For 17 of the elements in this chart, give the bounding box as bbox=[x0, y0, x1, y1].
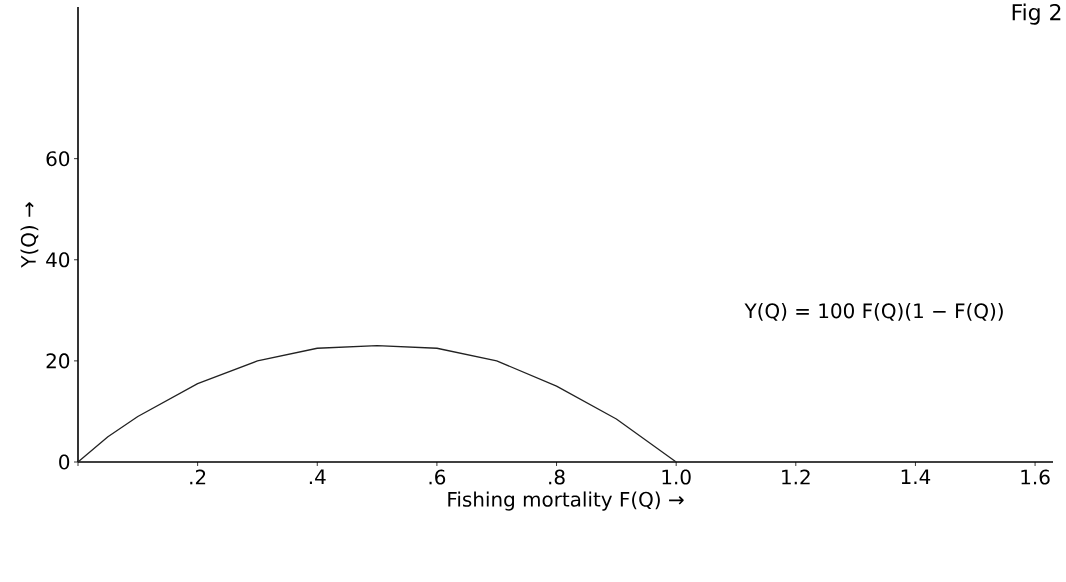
y-tick-label: 60 bbox=[46, 151, 70, 167]
x-tick-label: .4 bbox=[309, 469, 326, 485]
y-tick-label: 0 bbox=[59, 454, 70, 470]
x-tick-label: .8 bbox=[549, 469, 565, 485]
y-axis-title: Y(Q) → bbox=[20, 202, 39, 268]
annotation: Y(Q) = 100 F(Q)(1 − F(Q)) bbox=[744, 302, 1003, 321]
x-tick-label: .2 bbox=[190, 469, 206, 485]
line-series bbox=[77, 345, 677, 463]
y-tick-label: 20 bbox=[46, 353, 70, 369]
x-axis-title: Fishing mortality F(Q) → bbox=[448, 491, 684, 511]
x-tick-label: 1.4 bbox=[901, 469, 931, 485]
x-tick-label: 1.2 bbox=[782, 469, 810, 485]
y-tick-label: 40 bbox=[46, 252, 70, 268]
chart-title: Fig 2 bbox=[1012, 3, 1061, 25]
x-tick-label: .6 bbox=[429, 469, 446, 485]
x-tick-label: 1.6 bbox=[1021, 469, 1050, 485]
x-tick-label: 1.0 bbox=[662, 469, 691, 485]
